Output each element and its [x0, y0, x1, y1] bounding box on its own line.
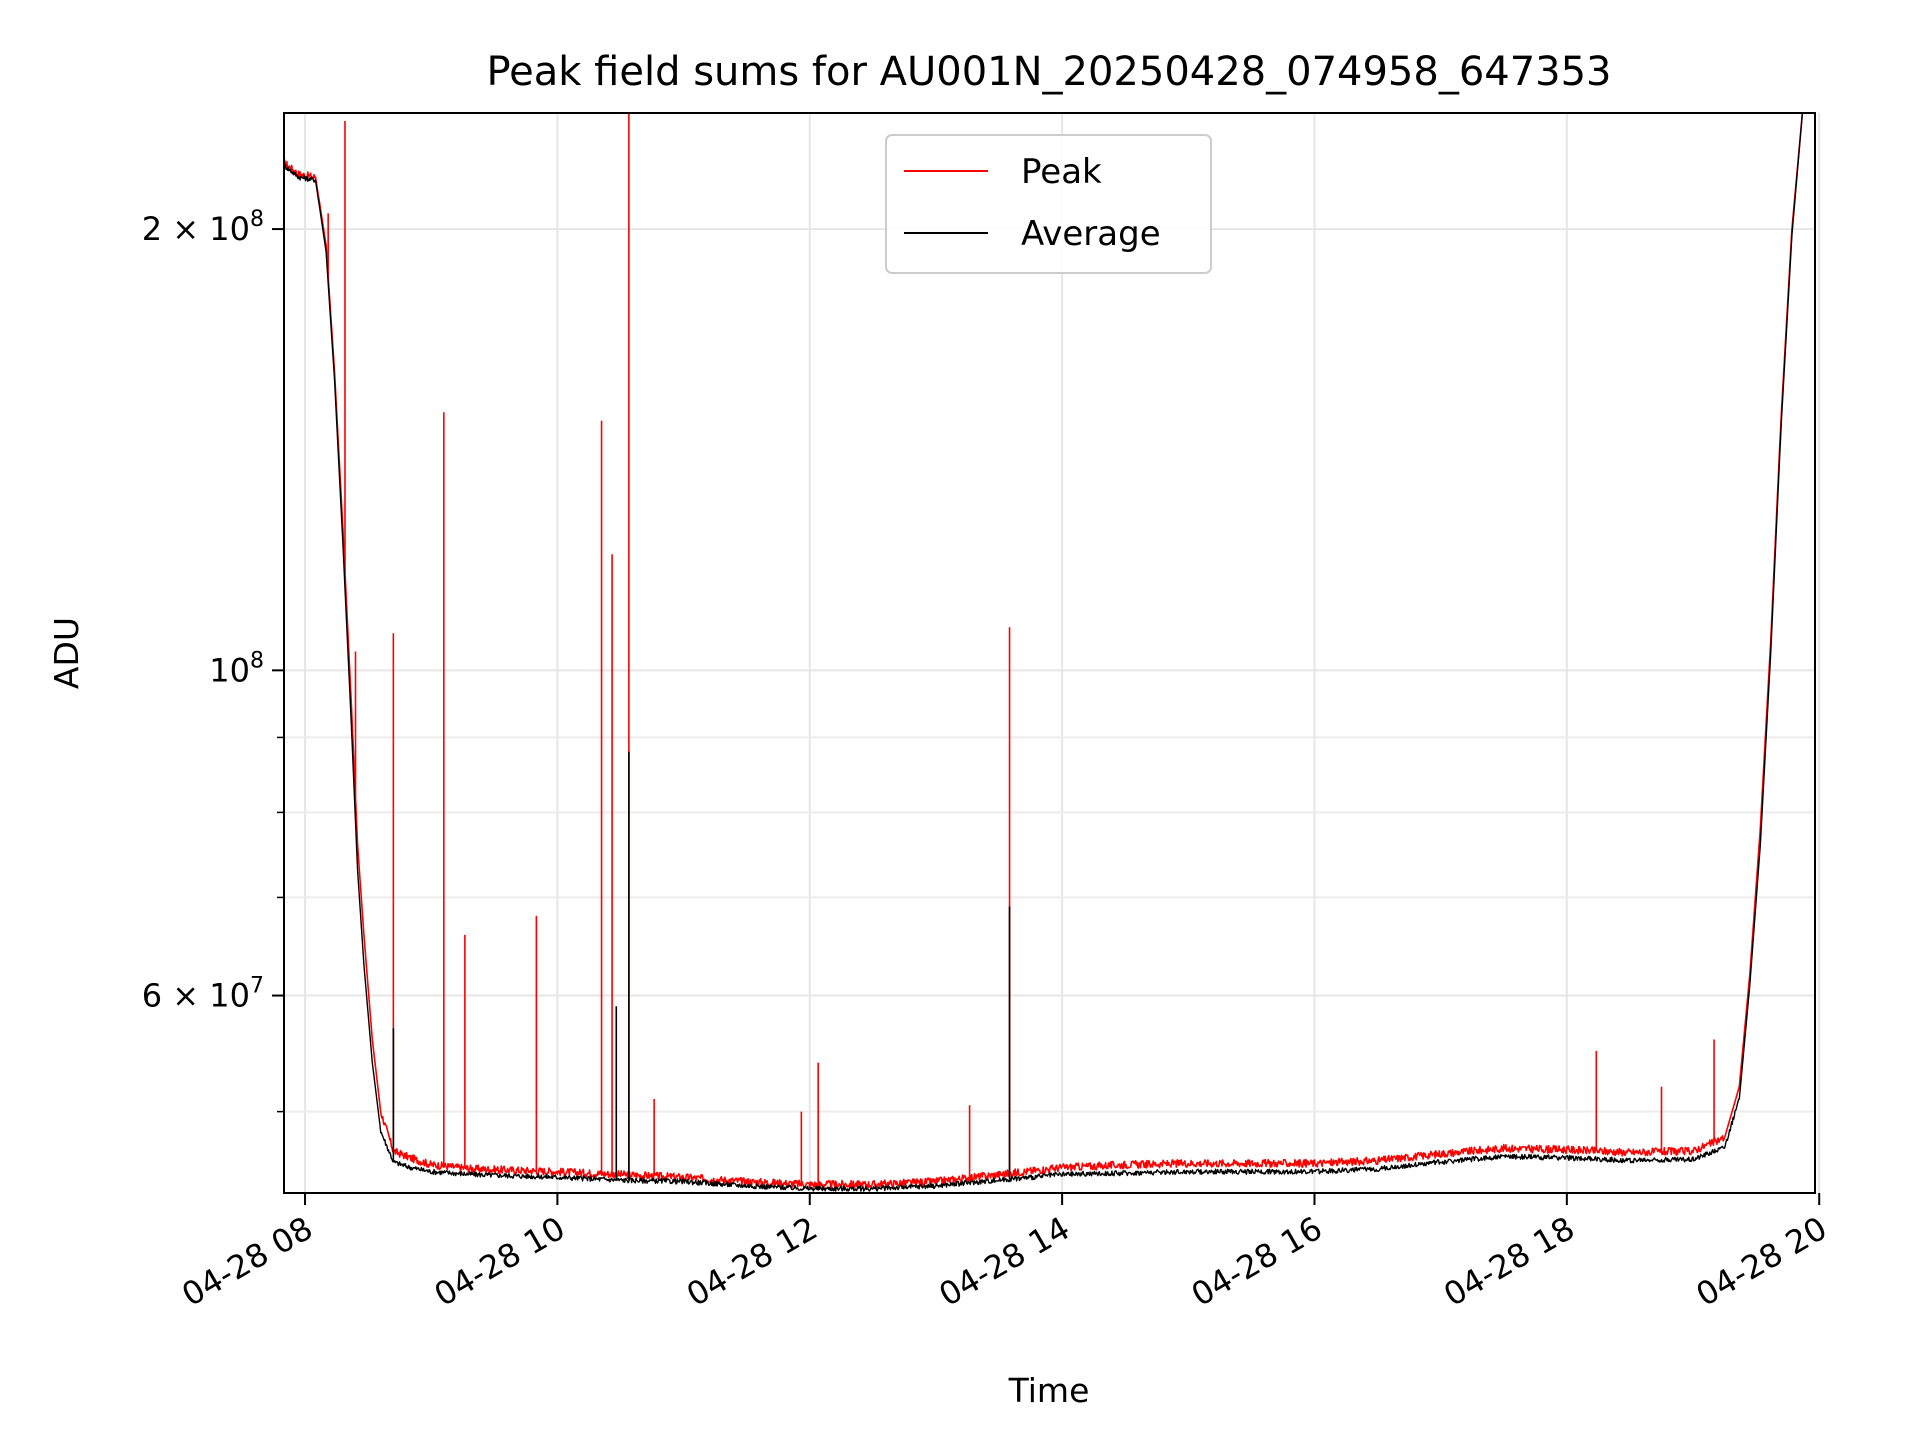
y-tick-label: 6 × 107	[142, 974, 264, 1015]
legend-label-average: Average	[1021, 214, 1161, 254]
legend-box	[885, 134, 1212, 274]
chart-title: Peak field sums for AU001N_20250428_0749…	[486, 49, 1611, 95]
x-tick-label: 04-28 14	[933, 1209, 1077, 1314]
line-peak	[284, 113, 1804, 1189]
y-axis-label: ADU	[47, 617, 86, 689]
series-layer	[284, 113, 1804, 1192]
x-tick-label: 04-28 12	[680, 1209, 824, 1314]
legend: Peak Average	[885, 134, 1212, 274]
series-peak	[284, 113, 1804, 1189]
y-tick-label: 108	[209, 648, 264, 689]
x-tick-label: 04-28 20	[1690, 1209, 1834, 1314]
line-average	[284, 113, 1804, 1192]
x-axis-label: Time	[1008, 1371, 1090, 1410]
x-tick-label: 04-28 16	[1185, 1209, 1329, 1314]
x-tick-label: 04-28 18	[1437, 1209, 1581, 1314]
x-tick-label: 04-28 08	[175, 1209, 319, 1314]
y-tick-label: 2 × 108	[142, 207, 264, 248]
legend-label-peak: Peak	[1021, 152, 1102, 192]
grid-lines	[284, 113, 1821, 1193]
series-average	[284, 113, 1804, 1192]
plot-frame	[283, 112, 1816, 1194]
x-tick-label: 04-28 10	[428, 1209, 572, 1314]
